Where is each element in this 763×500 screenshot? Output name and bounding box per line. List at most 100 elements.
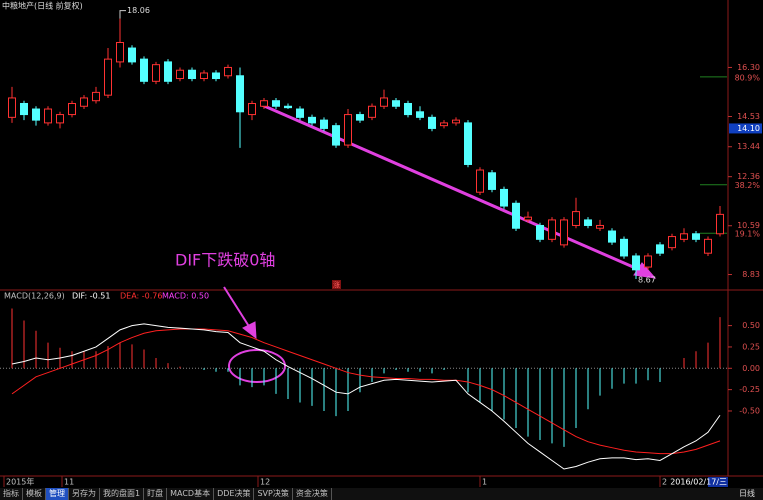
price-tick-label: 14.53 [737,112,760,121]
candle-body [236,75,244,113]
candle-body [8,97,16,118]
tab[interactable]: SVP决策 [254,488,293,500]
fib-label: 38.2% [735,181,761,190]
macd-text: MACD: 0.50 [162,292,209,301]
candle-body [692,233,700,240]
candle-body [308,116,316,124]
tab[interactable]: 盯盘 [144,488,168,500]
date-label: 2015年 [6,477,34,487]
current-price-box [729,123,762,134]
candle-body [68,102,76,116]
trend-arrow [261,103,641,272]
candle-body [644,255,652,268]
tab[interactable]: DDE决策 [214,488,255,500]
price-tick-label: 13.44 [737,142,760,151]
candle-body [44,108,52,124]
candle-body [536,224,544,240]
high-pointer [119,10,126,19]
candle-body [56,114,64,124]
candle-body [32,108,40,121]
candle-body [104,58,112,96]
price-tick-label: 16.30 [737,63,760,72]
candle-body [260,100,268,107]
candle-body [596,224,604,229]
macd-tick-label: 0.25 [742,342,760,351]
low-label: 8.67 [638,275,656,284]
candle-body [92,91,100,102]
candle-body [116,41,124,63]
candle-body [464,122,472,165]
high-label: 18.06 [127,6,150,15]
candle-body [140,58,148,82]
dif-text: DIF: -0.51 [72,292,110,301]
current-price-label: 14.10 [737,124,760,133]
candle-body [152,64,160,82]
background [0,0,763,488]
candle-body [680,233,688,240]
tab[interactable]: 我的盘面1 [100,488,145,500]
candle-body [656,244,664,254]
macd-tick-label: 0.00 [742,364,760,373]
tab[interactable]: 指标 [0,488,23,500]
candle-body [560,219,568,246]
annotation-arrowhead [242,321,257,340]
period[interactable]: 日线 [739,489,755,498]
candle-body [428,116,436,129]
tab[interactable]: 资金决策 [293,488,332,500]
price-tick-label: 10.59 [737,221,760,230]
dea-text: DEA: -0.76 [120,292,162,301]
date-label: 11 [64,478,74,487]
date-label: 12 [260,478,270,487]
candle-body [296,108,304,118]
candle-body [344,114,352,146]
candle-body [392,100,400,107]
annotation-arrow [223,286,251,329]
candle-body [164,61,172,82]
annotations [223,103,657,383]
dea-line [11,328,721,455]
macd-tick-label: -0.50 [739,406,760,415]
tab[interactable]: MACD基本 [167,488,215,500]
candle-body [416,111,424,118]
candle-body [632,255,640,271]
candle-body [200,72,208,80]
macd-tick-label: -0.25 [739,385,760,394]
candle-body [404,102,412,116]
candle-body [572,211,580,226]
candle-body [488,172,496,190]
candle-body [356,114,364,121]
macd-title: MACD(12,26,9) [4,292,65,301]
tab[interactable]: 管理 [46,488,69,500]
badge: 涨 [333,280,340,289]
candle-body [452,119,460,124]
annotation: DIF下跌破0轴 [175,251,275,270]
candle-body [188,69,196,80]
candle-body [440,122,448,127]
badge-bg [332,280,341,289]
candle-body [704,238,712,254]
candle-body [548,219,556,240]
dif-line [11,323,721,470]
candle-body [80,97,88,107]
candle-body [500,188,508,207]
candle-body [512,202,520,229]
price-tick-label: 8.83 [742,270,760,279]
candle-body [332,125,340,146]
candle-body [176,69,184,80]
tab[interactable]: 另存为 [69,488,100,500]
fib-label: 80.9% [735,73,761,82]
candle-body [248,102,256,116]
fib-label: 19.1% [735,230,761,239]
date-box: 2016/02/17/三 [670,478,727,487]
candle-body [668,236,676,249]
candle-body [224,66,232,77]
macd-tick-label: 0.50 [742,321,760,330]
window-title: 中粮地产(日线 前复权) [2,1,83,11]
date-box-bg [708,477,728,487]
candle-body [620,238,628,257]
candle-body [716,213,724,235]
candle-body [524,216,532,221]
tab[interactable]: 模板 [23,488,46,500]
candle-body [380,97,388,107]
